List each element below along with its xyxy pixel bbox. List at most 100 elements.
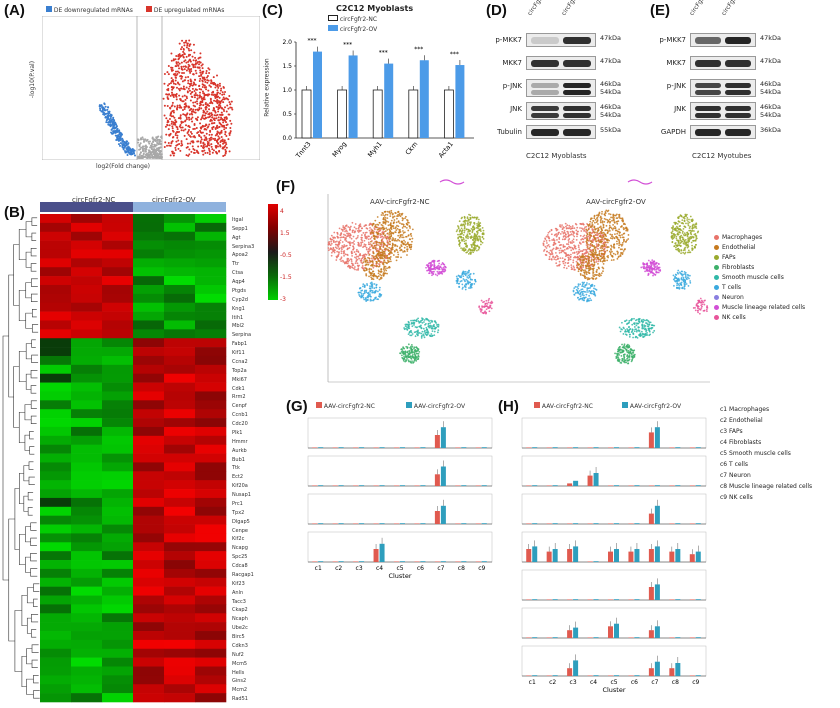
umap-cell: [546, 244, 549, 247]
umap-cell: [425, 264, 428, 267]
chart-c-bar-ov: [384, 63, 394, 138]
umap-cell: [461, 229, 464, 232]
umap-cell: [408, 356, 411, 359]
dendrogram-branch: [19, 533, 26, 566]
heatmap-cell: [195, 657, 227, 667]
umap-cell: [471, 231, 474, 234]
umap-cell: [427, 262, 430, 265]
wb-d-lane-2: circFgfr2-OV: [560, 0, 587, 17]
umap-cell: [602, 248, 605, 251]
umap-cell: [597, 213, 600, 216]
heatmap-cell: [71, 639, 103, 650]
heatmap-cell: [164, 515, 196, 525]
umap-cell: [585, 239, 588, 241]
umap-cell: [330, 254, 333, 257]
heatmap-cell: [71, 515, 103, 525]
umap-cell: [465, 278, 468, 281]
umap-cell: [338, 252, 340, 254]
umap-cell: [363, 257, 366, 260]
umap-cell: [545, 235, 548, 238]
umap-cell: [600, 252, 603, 255]
volcano-point-up: [189, 135, 192, 138]
umap-cell: [625, 227, 628, 229]
umap-cell: [605, 224, 608, 227]
umap-cell: [374, 224, 377, 226]
umap-cell: [610, 246, 613, 248]
heatmap-cell: [164, 639, 196, 650]
umap-cell: [371, 291, 374, 294]
chart-c-bar-nc: [408, 89, 419, 139]
umap-cell: [443, 267, 445, 270]
umap-cell: [587, 243, 589, 246]
volcano-point-up: [183, 68, 186, 71]
umap-cell: [480, 309, 483, 312]
umap-cell: [608, 213, 610, 215]
chart-c-ytick-label: 2.0: [282, 39, 292, 46]
umap-cell: [347, 232, 350, 235]
umap-cell: [576, 258, 579, 261]
umap-cell: [354, 230, 356, 233]
umap-cell: [469, 237, 472, 240]
umap-cell: [602, 259, 605, 262]
heatmap-grid: [40, 202, 227, 703]
umap-cell: [383, 221, 386, 224]
umap-cell: [362, 293, 365, 295]
umap-cell: [411, 333, 414, 335]
umap-cell: [376, 241, 378, 244]
volcano-point-up: [202, 153, 205, 156]
umap-cell: [547, 236, 549, 238]
umap-cell: [382, 262, 385, 265]
volcano-point-up: [178, 57, 181, 60]
umap-cell: [564, 258, 566, 261]
umap-cell: [351, 262, 354, 265]
volcano-point-up: [201, 115, 204, 118]
umap-cell: [433, 323, 435, 326]
volcano-point-up: [210, 143, 213, 146]
heatmap-cell: [40, 506, 72, 516]
volcano-point-up: [180, 129, 183, 132]
umap-cell: [457, 236, 460, 239]
volcano-point-up: [165, 93, 168, 96]
heatmap-cell: [102, 284, 134, 295]
umap-cell: [575, 229, 578, 232]
umap-cell: [621, 234, 623, 236]
umap-cell: [467, 237, 469, 240]
umap-cell: [601, 245, 604, 248]
umap-cell: [616, 240, 618, 243]
umap-cell: [588, 269, 591, 271]
heatmap-cell: [195, 489, 227, 499]
volcano-point-up: [162, 97, 165, 100]
umap-cell: [404, 323, 407, 326]
umap-cell: [378, 251, 381, 253]
umap-cell: [425, 266, 427, 269]
heatmap-cell: [164, 533, 196, 543]
wb-protein-label: p-MKK7: [659, 36, 686, 44]
heatmap-cell: [164, 267, 196, 277]
volcano-point-up: [214, 137, 217, 140]
volcano-point-up: [196, 102, 199, 105]
umap-cell: [422, 333, 425, 336]
heatmap-cell: [133, 240, 165, 250]
heatmap-cell: [71, 249, 103, 259]
umap-cell: [406, 248, 409, 251]
umap-cell: [459, 241, 462, 244]
volcano-point-up: [185, 97, 188, 100]
volcano-point-up: [216, 96, 219, 99]
umap-cell: [558, 238, 561, 240]
heatmap-cell: [40, 373, 72, 383]
volcano-point-ns: [152, 145, 155, 148]
volcano-point-down: [126, 148, 129, 151]
volcano-point-up: [196, 132, 199, 135]
umap-cell: [368, 248, 371, 250]
heatmap-cell: [164, 489, 196, 499]
umap-cluster-faps: [455, 213, 485, 255]
umap-cluster-macrophages: [327, 221, 393, 271]
volcano-point-up: [179, 123, 182, 126]
umap-cell: [340, 236, 343, 239]
umap-cell: [478, 224, 480, 227]
bar-chart-c: C2C12 Myoblasts circFgfr2-NC circFgfr2-O…: [264, 4, 483, 176]
umap-cell: [401, 219, 404, 222]
heatmap-cell: [102, 515, 134, 525]
umap-cell: [545, 239, 548, 242]
volcano-point-up: [180, 120, 183, 123]
